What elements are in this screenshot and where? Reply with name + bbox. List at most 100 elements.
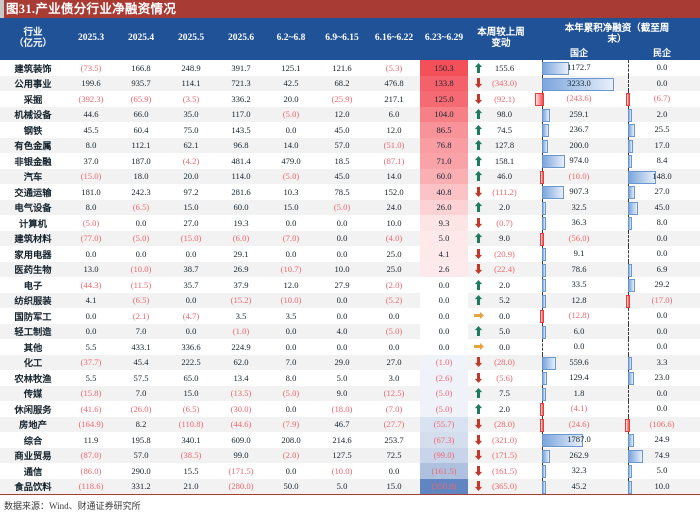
cell-week-change: 2.0: [468, 401, 534, 417]
cell-m1: (37.7): [66, 354, 116, 370]
cell-poe-value: 6.9: [656, 263, 668, 274]
cell-soe-cumulative: 12.8: [534, 292, 624, 308]
arrow-up-icon: [474, 109, 483, 120]
cell-w2: 121.6: [316, 59, 368, 76]
cell-week-0623-0629: 71.0: [420, 153, 468, 169]
cell-w1: 15.0: [266, 199, 316, 215]
cell-soe-value: 129.4: [569, 372, 589, 382]
header-poe: 民企: [624, 47, 700, 60]
cell-week-change: 0.0: [468, 308, 534, 324]
cell-week-change: 155.6: [468, 59, 534, 76]
cell-poe-cumulative: 0.0: [624, 59, 700, 76]
cell-m3: 15.0: [166, 199, 216, 215]
cell-m1: 5.5: [85, 341, 97, 352]
cell-week-change-value: (28.0): [494, 419, 515, 430]
table-body: 建筑装饰 (73.5) 166.8 248.9 391.7 125.1 121.6 (5.3)…: [0, 59, 700, 495]
cell-m1: 181.0: [81, 186, 101, 197]
cell-w3: 152.0: [384, 186, 404, 197]
cell-week-change-value: (20.9): [494, 248, 515, 259]
table-row: 家用电器 0.0 0.0 0.0 29.1 0.0 0.0 25.0 4.1 (20.9) 9.1 0…: [0, 246, 700, 262]
cell-poe-value: (106.6): [649, 418, 675, 429]
cell-soe-cumulative: (4.1): [534, 401, 624, 417]
cell-week-0623-0629: 60.0: [420, 168, 468, 184]
cell-week-change-value: 0.0: [499, 341, 510, 352]
cell-week-0623-0629: 133.8: [420, 75, 468, 91]
cell-w1: 0.0: [285, 248, 297, 259]
cell-poe-value: (6.7): [653, 93, 671, 103]
arrow-down-icon: [474, 419, 483, 430]
table-row: 传媒 (15.8) 7.0 15.0 (13.5) (5.0) 9.0 (12.5) (5.0)…: [0, 385, 700, 401]
cell-week-change-value: 155.6: [494, 62, 515, 73]
cell-industry-name: 有色金属: [0, 137, 66, 153]
cell-poe-value: 74.9: [654, 449, 670, 460]
arrow-flat-icon: [474, 342, 484, 352]
cell-w1: (7.0): [266, 230, 316, 246]
cell-w2: (5.0): [316, 199, 368, 215]
cell-m4: 481.4: [231, 155, 251, 166]
cell-week-0623-0629: 104.0: [420, 106, 468, 122]
cell-m3: 15.5: [183, 465, 199, 476]
cell-m3: 21.0: [166, 478, 216, 495]
cell-week-change-value: (321.0): [491, 434, 518, 445]
cell-m3: 248.9: [166, 59, 216, 76]
cell-m1: (15.8): [66, 385, 116, 401]
cell-industry-name: 建筑材料: [0, 230, 66, 246]
poe-axis-line: [628, 246, 629, 262]
cell-w1: 0.0: [285, 124, 297, 135]
arrow-down-icon: [474, 357, 483, 368]
cell-poe-value: 24.9: [654, 434, 670, 444]
table-row: 电子 (44.3) (11.5) 35.7 37.9 12.0 27.9 (2.0) 0.0 2.…: [0, 277, 700, 293]
cell-week-change: 2.0: [468, 199, 534, 215]
cell-m2: (5.0): [116, 230, 166, 246]
cell-poe-value: 0.0: [656, 341, 668, 351]
cell-soe-value: (243.6): [566, 93, 592, 103]
table-row: 通信 (86.0) 290.0 15.5 (171.5) 0.0 (10.0) 0.0 (161…: [0, 463, 700, 479]
cell-m1: 45.5: [83, 124, 99, 135]
figure-title-bar: 图31.产业债分行业净融资情况: [0, 0, 700, 18]
cell-soe-value: 907.3: [569, 186, 589, 196]
cell-w1: (5.0): [266, 106, 316, 122]
cell-week-change-value: 0.0: [499, 310, 510, 321]
table-row: 汽车 (15.0) 18.0 20.0 114.0 (5.0) 45.0 14.0 60.0 46…: [0, 168, 700, 184]
cell-industry-name: 国防军工: [14, 312, 52, 323]
cell-m1: (118.6): [66, 478, 116, 495]
cell-soe-value: 1.8: [573, 387, 585, 398]
cell-poe-cumulative: 5.0: [624, 463, 700, 479]
cell-m2: (6.5): [116, 292, 166, 308]
cell-m4: 60.0: [216, 199, 266, 215]
cell-m2: 242.3: [131, 186, 151, 197]
cell-week-0623-0629: (67.3): [420, 432, 468, 448]
cell-m1: 44.6: [66, 106, 116, 122]
cell-poe-value: 0.0: [656, 325, 668, 336]
cell-m3: (15.0): [166, 230, 216, 246]
cell-poe-cumulative: 0.0: [624, 308, 700, 324]
cell-m2: 66.0: [116, 106, 166, 122]
cell-m4: 96.8: [216, 137, 266, 153]
poe-axis-line: [628, 385, 629, 401]
cell-m3: 336.6: [181, 341, 201, 352]
poe-axis-line: [628, 60, 629, 76]
arrow-down-icon: [474, 186, 483, 197]
cell-m4: 224.9: [231, 341, 251, 352]
cell-poe-value: 0.0: [656, 77, 668, 88]
cell-industry-name: 公用事业: [0, 75, 66, 91]
header-week-over-week-change: 本周较上周 变动: [468, 18, 534, 60]
cell-m4: 37.9: [233, 279, 249, 290]
cell-w2: 5.0: [336, 372, 348, 383]
cell-m4: (44.6): [216, 416, 266, 432]
cell-poe-value: 0.0: [656, 232, 668, 243]
arrow-up-icon: [474, 155, 483, 166]
cell-soe-value: 3233.0: [567, 77, 591, 88]
cell-week-0623-0629: 86.5: [420, 122, 468, 138]
cell-w1: 7.0: [266, 354, 316, 370]
cell-week-change-value: 5.2: [499, 295, 510, 306]
cell-week-0623-0629: 150.3: [420, 59, 468, 76]
cell-soe-value: 12.8: [571, 294, 587, 305]
cell-m2: 0.0: [135, 217, 147, 228]
table-row: 综合 11.9 195.8 340.1 609.0 208.0 214.6 253.7 (67.…: [0, 432, 700, 448]
cell-poe-cumulative: 25.5: [624, 122, 700, 138]
cell-m2: 195.8: [131, 434, 151, 445]
cell-industry-name: 钢铁: [23, 126, 43, 137]
cell-week-change: 46.0: [468, 168, 534, 184]
